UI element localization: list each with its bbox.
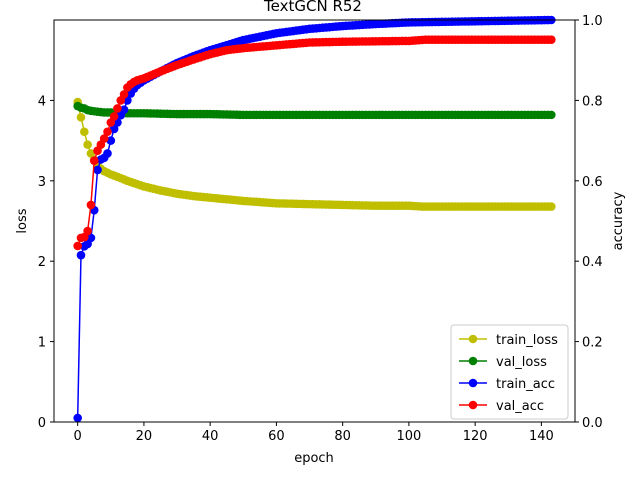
x-tick-label: 40 [202, 429, 219, 444]
data-point-train_acc [73, 413, 82, 423]
x-tick-label: 120 [463, 429, 488, 444]
legend-label-train_acc: train_acc [496, 377, 555, 392]
y-right-tick-label: 0.4 [582, 255, 603, 270]
data-point-val_acc [83, 226, 92, 236]
data-point-val_acc [99, 134, 109, 143]
data-point-val_loss [547, 110, 556, 120]
x-axis-title: epoch [294, 451, 334, 466]
x-tick-label: 140 [529, 429, 554, 444]
y-axis-right: 0.0 0.2 0.4 0.6 0.8 1.0 [575, 14, 603, 431]
data-point-train_acc [93, 165, 102, 175]
data-point-val_acc [86, 200, 96, 210]
x-axis: 0 20 40 60 80 100 120 140 [74, 422, 554, 444]
data-point-train_loss [86, 149, 96, 158]
plot-frame [53, 19, 576, 423]
data-point-train_loss [80, 127, 89, 137]
y-left-tick-label: 1 [38, 336, 46, 351]
y-left-tick-label: 4 [38, 94, 46, 109]
legend: train_loss val_loss train_acc val_acc [450, 324, 569, 420]
data-point-train_loss [83, 140, 92, 149]
y-left-tick-label: 3 [38, 175, 46, 190]
y-axis-left: 0 1 2 3 4 [38, 94, 54, 431]
y-axis-right-title: accuracy [611, 191, 626, 250]
y-right-tick-label: 0.6 [582, 175, 603, 190]
data-point-train_acc [106, 136, 116, 145]
x-tick-label: 20 [136, 429, 153, 444]
legend-label-val_acc: val_acc [496, 399, 544, 414]
data-point-val_acc [73, 241, 82, 251]
legend-label-val_loss: val_loss [496, 355, 547, 370]
data-point-train_loss [547, 202, 556, 211]
legend-box [450, 324, 569, 420]
data-point-val_acc [89, 156, 99, 165]
legend-marker-train_loss [468, 334, 478, 344]
y-right-tick-label: 1.0 [582, 14, 603, 29]
data-point-val_acc [109, 112, 119, 121]
x-tick-label: 80 [334, 429, 351, 444]
data-point-train_loss [76, 112, 86, 122]
y-left-tick-label: 0 [38, 416, 46, 431]
legend-marker-val_loss [468, 356, 478, 366]
plot-area [73, 15, 556, 423]
y-right-tick-label: 0.2 [582, 336, 603, 351]
legend-marker-val_acc [468, 400, 478, 410]
data-point-val_acc [113, 104, 122, 113]
x-tick-label: 0 [74, 429, 82, 444]
chart-title: TextGCN R52 [263, 0, 362, 15]
y-right-tick-label: 0.0 [582, 416, 603, 431]
data-point-train_acc [109, 124, 119, 134]
data-point-val_acc [547, 35, 556, 44]
x-tick-label: 100 [396, 429, 421, 444]
legend-label-train_loss: train_loss [496, 333, 558, 348]
y-axis-left-title: loss [15, 208, 30, 233]
data-point-val_acc [103, 127, 112, 137]
y-left-tick-label: 2 [38, 255, 46, 270]
data-point-train_acc [103, 149, 112, 158]
x-tick-label: 60 [268, 429, 285, 444]
data-point-train_acc [119, 105, 129, 114]
y-right-tick-label: 0.8 [582, 94, 603, 109]
data-point-train_acc [86, 233, 96, 243]
legend-marker-train_acc [468, 378, 478, 388]
data-point-train_acc [76, 250, 86, 260]
data-point-val_acc [119, 90, 129, 99]
